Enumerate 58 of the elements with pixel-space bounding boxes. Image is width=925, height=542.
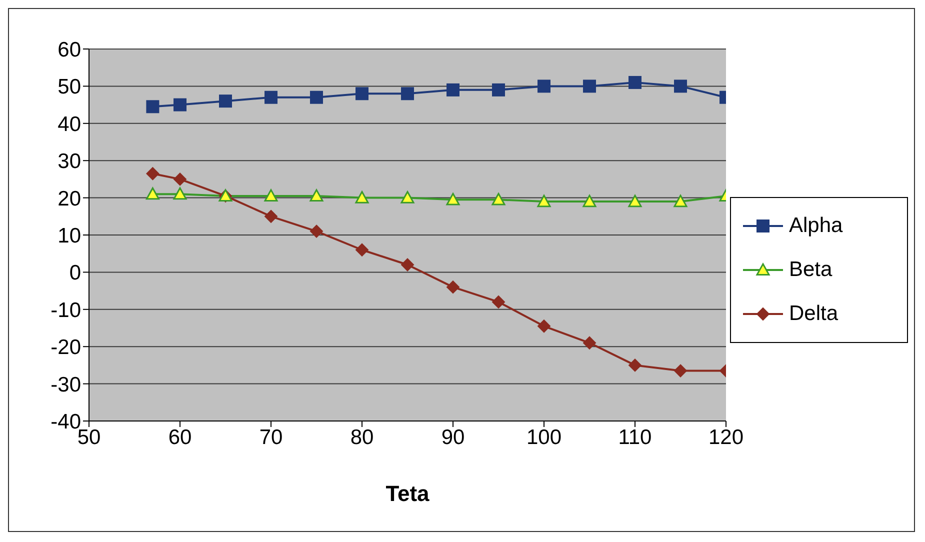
point <box>401 258 414 272</box>
point <box>583 336 596 350</box>
point <box>174 98 186 112</box>
y-tick-label: 40 <box>58 112 81 136</box>
point <box>355 191 369 204</box>
legend-label: Beta <box>789 258 832 282</box>
point <box>219 94 232 108</box>
point <box>674 80 687 93</box>
legend-label: Delta <box>789 302 838 326</box>
point <box>174 172 186 186</box>
y-tick-label: 50 <box>58 76 81 99</box>
point <box>310 189 324 202</box>
point <box>674 364 687 378</box>
x-axis-title: Teta <box>386 481 430 506</box>
point <box>583 80 596 93</box>
x-tick-label: 100 <box>526 426 562 449</box>
point <box>537 194 551 208</box>
point <box>401 87 414 100</box>
point <box>628 76 642 89</box>
y-tick-label: -10 <box>50 298 81 322</box>
legend-label: Alpha <box>789 214 843 238</box>
x-tick-label: 70 <box>259 426 283 449</box>
y-tick-label: 30 <box>58 150 81 174</box>
x-tick-label: 120 <box>708 426 744 449</box>
point <box>264 210 278 223</box>
point <box>674 194 688 208</box>
point <box>356 243 368 256</box>
point <box>446 280 460 294</box>
y-tick-label: 10 <box>58 224 81 248</box>
point <box>310 90 323 104</box>
point <box>146 187 160 200</box>
x-tick-label: 80 <box>350 426 374 449</box>
y-tick-label: 60 <box>58 38 81 62</box>
point <box>146 167 160 180</box>
y-tick-label: -30 <box>50 373 81 396</box>
y-tick-label: -20 <box>50 336 81 360</box>
point <box>356 87 368 100</box>
point <box>628 358 642 372</box>
point <box>264 90 278 104</box>
x-tick-label: 110 <box>618 426 652 449</box>
point <box>446 192 460 206</box>
point <box>582 194 596 208</box>
point <box>264 189 278 202</box>
point <box>446 83 460 96</box>
x-tick-label: 90 <box>441 426 465 449</box>
point <box>628 194 642 208</box>
x-tick-label: 60 <box>168 426 192 449</box>
point <box>400 191 414 204</box>
point <box>492 295 505 308</box>
point <box>492 83 505 96</box>
point <box>538 320 550 333</box>
point <box>538 80 550 93</box>
point <box>173 187 187 200</box>
point <box>310 224 323 238</box>
y-tick-label: 0 <box>69 262 81 285</box>
y-tick-label: 20 <box>58 187 81 210</box>
point <box>146 100 160 114</box>
point <box>492 192 506 206</box>
